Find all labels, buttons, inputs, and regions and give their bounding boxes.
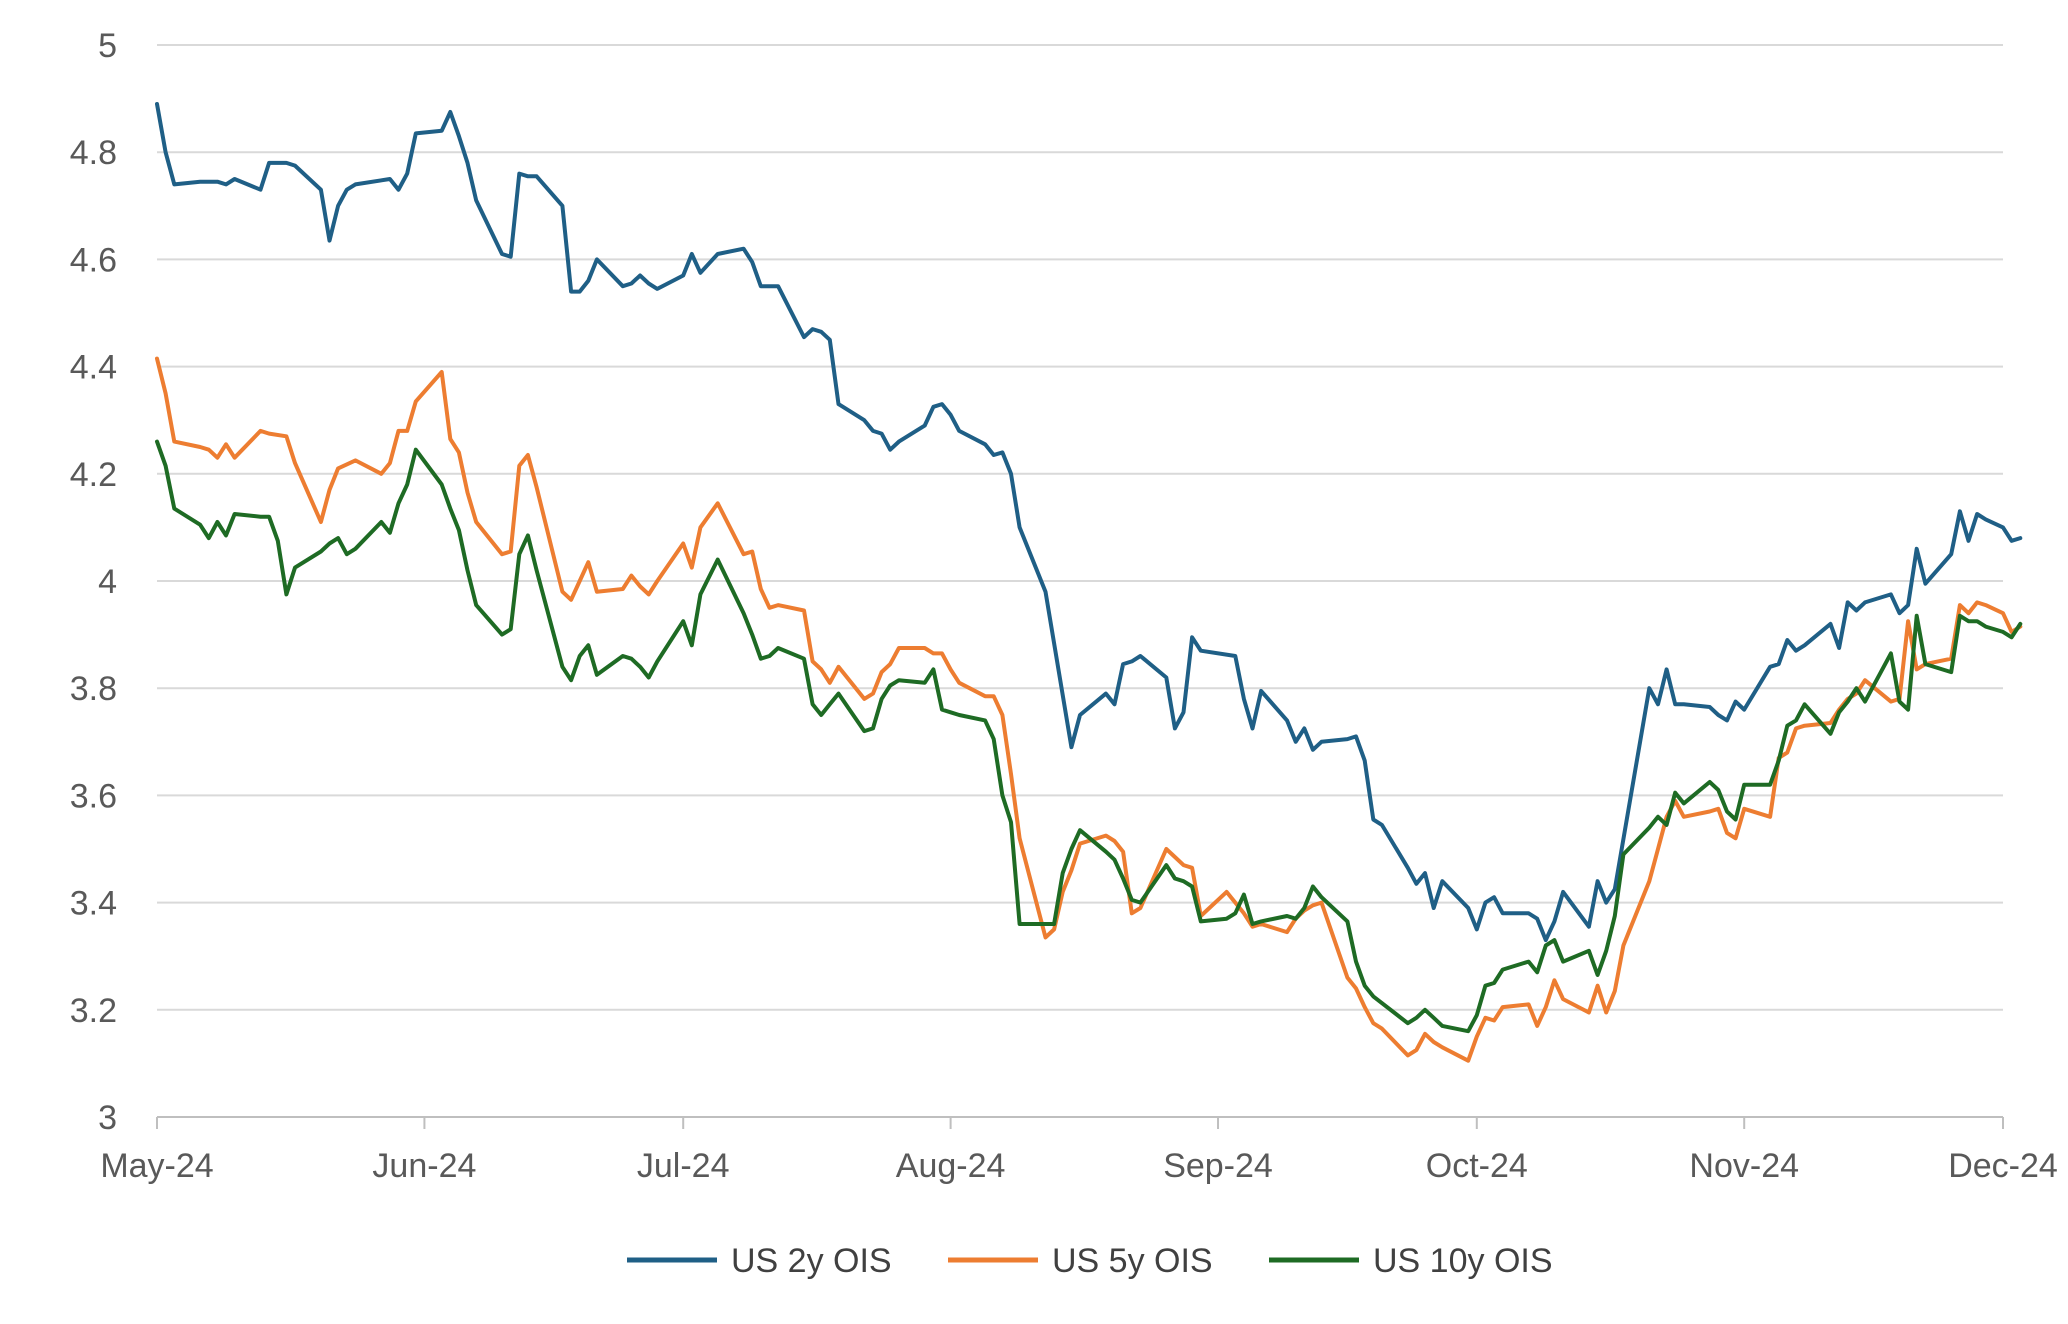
y-tick-label: 4.6 <box>70 241 117 279</box>
series-line-us-2y-ois <box>155 102 2023 943</box>
series-lines <box>155 102 2023 1063</box>
y-tick-label: 3 <box>98 1099 117 1137</box>
y-tick-label: 3.6 <box>70 777 117 815</box>
y-tick-label: 4.8 <box>70 134 117 172</box>
x-tick-label: Sep-24 <box>1163 1147 1273 1185</box>
x-tick-label: Jun-24 <box>372 1147 476 1185</box>
y-tick-label: 3.8 <box>70 670 117 708</box>
legend-label: US 10y OIS <box>1373 1242 1553 1280</box>
series-line-us-5y-ois <box>155 356 2023 1063</box>
y-tick-label: 3.4 <box>70 885 117 923</box>
y-tick-label: 4 <box>98 563 117 601</box>
x-tick-label: Oct-24 <box>1426 1147 1528 1185</box>
legend-item: US 2y OIS <box>627 1242 892 1280</box>
x-tick-label: Jul-24 <box>637 1147 730 1185</box>
x-tick-label: Dec-24 <box>1948 1147 2058 1185</box>
gridlines <box>157 44 2003 1011</box>
y-tick-label: 5 <box>98 27 117 65</box>
legend-item: US 5y OIS <box>948 1242 1213 1280</box>
legend-label: US 5y OIS <box>1052 1242 1213 1280</box>
x-tick-label: May-24 <box>100 1147 213 1185</box>
x-axis: May-24 Jun-24 Jul-24 Aug-24 Sep-24 Oct-24 Nov-… <box>100 1116 2058 1185</box>
legend-label: US 2y OIS <box>731 1242 892 1280</box>
x-tick-label: Nov-24 <box>1689 1147 1799 1185</box>
series-line-us-10y-ois <box>155 439 2023 1034</box>
y-tick-label: 3.2 <box>70 992 117 1030</box>
legend: US 2y OIS US 5y OIS US 10y OIS <box>627 1242 1553 1280</box>
y-tick-label: 4.2 <box>70 456 117 494</box>
y-tick-label: 4.4 <box>70 349 117 387</box>
x-tick-label: Aug-24 <box>896 1147 1006 1185</box>
legend-item: US 10y OIS <box>1269 1242 1553 1280</box>
y-axis-tick-labels: 3 3.2 3.4 3.6 3.8 4 4.2 4.4 4.6 4.8 5 <box>70 27 117 1137</box>
